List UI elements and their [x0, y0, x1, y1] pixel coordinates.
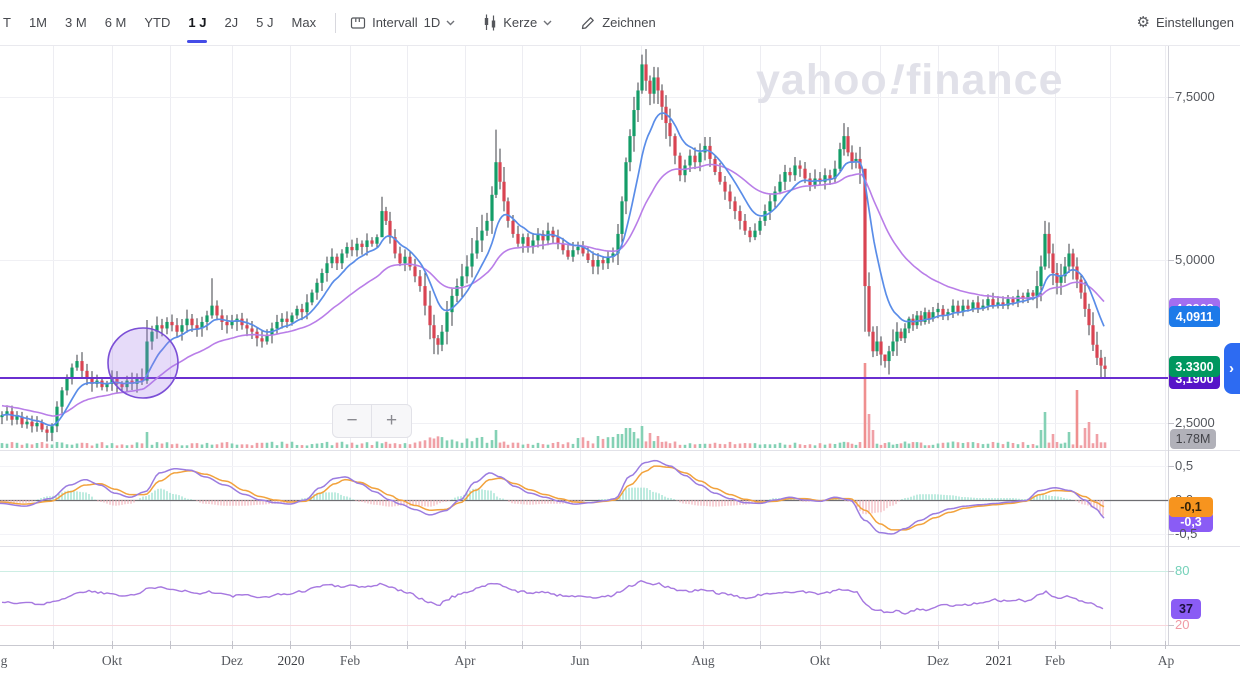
x-axis-label: Dez [221, 653, 243, 668]
volume-value-badge: 1.78M [1170, 429, 1216, 449]
gear-icon: ⚙ [1136, 14, 1150, 31]
x-axis-label: Jun [570, 653, 590, 668]
pencil-icon [582, 16, 595, 29]
range-selector: T 1M 3 M 6 M YTD 1 J 2J 5 J Max [0, 1, 325, 45]
range-button-t[interactable]: T [3, 14, 11, 30]
interval-label: Intervall [372, 15, 418, 30]
x-axis-label: Okt [101, 653, 123, 668]
rsi-axis-label: 20 [1175, 617, 1190, 632]
range-button-1j[interactable]: 1 J [179, 1, 215, 45]
rsi-value-badge: 37 [1171, 599, 1201, 619]
interval-dropdown[interactable]: Intervall 1D [350, 15, 455, 31]
range-button-2j[interactable]: 2J [224, 14, 239, 30]
x-axis-label: Aug [691, 653, 715, 668]
range-button-5j[interactable]: 5 J [256, 14, 274, 30]
current-price-badge: 3.3300 [1169, 356, 1220, 377]
x-axis-label: 2021 [985, 653, 1013, 668]
ma-short-value-badge: 4,0911 [1169, 306, 1220, 327]
chart-type-label: Kerze [503, 15, 538, 30]
x-axis-label: Apr [454, 653, 476, 668]
price-axis-label: 2,5000 [1175, 415, 1215, 430]
macd-signal-badge: -0,1 [1169, 497, 1213, 517]
settings-button[interactable]: ⚙ Einstellungen [1136, 15, 1234, 30]
interval-icon [350, 16, 366, 29]
price-axis-label: 5,0000 [1175, 252, 1215, 267]
panel-expand-button[interactable]: › [1224, 343, 1240, 394]
range-button-ytd[interactable]: YTD [144, 14, 171, 30]
toolbar-divider [335, 12, 337, 33]
macd-axis-label: -0,5 [1175, 526, 1198, 541]
macd-axis-label: 0,5 [1175, 458, 1194, 473]
macd-line-badge: -0,3 [1169, 512, 1213, 532]
rsi-axis-label: 80 [1175, 563, 1190, 578]
chevron-down-icon [446, 20, 455, 25]
yahoo-finance-watermark: yahoo!finance [756, 56, 1064, 104]
chevron-down-icon [543, 20, 552, 25]
draw-label: Zeichnen [602, 15, 656, 30]
price-axis-label: 7,5000 [1175, 89, 1215, 104]
x-axis-label: Ap [1157, 653, 1175, 668]
interval-value: 1D [423, 15, 441, 30]
draw-button[interactable]: Zeichnen [580, 15, 656, 31]
range-button-max[interactable]: Max [291, 14, 317, 30]
chart-type-dropdown[interactable]: Kerze [483, 14, 552, 31]
range-button-1m[interactable]: 1M [28, 14, 48, 30]
x-axis-label: Feb [339, 653, 361, 668]
x-axis-label: g [0, 653, 8, 668]
x-axis-label: Dez [927, 653, 949, 668]
candlestick-icon [485, 14, 496, 31]
zoom-in-button[interactable]: + [372, 404, 412, 438]
range-button-6m[interactable]: 6 M [104, 14, 127, 30]
zoom-out-button[interactable]: − [332, 404, 372, 438]
zoom-controls: − + [332, 404, 412, 438]
settings-label: Einstellungen [1155, 15, 1234, 30]
x-axis-label: 2020 [277, 653, 305, 668]
x-axis-label: Feb [1044, 653, 1066, 668]
range-button-3m[interactable]: 3 M [65, 14, 87, 30]
chart-toolbar: T 1M 3 M 6 M YTD 1 J 2J 5 J Max Intervall 1D Ker… [0, 0, 1240, 46]
x-axis-label: Okt [809, 653, 831, 668]
